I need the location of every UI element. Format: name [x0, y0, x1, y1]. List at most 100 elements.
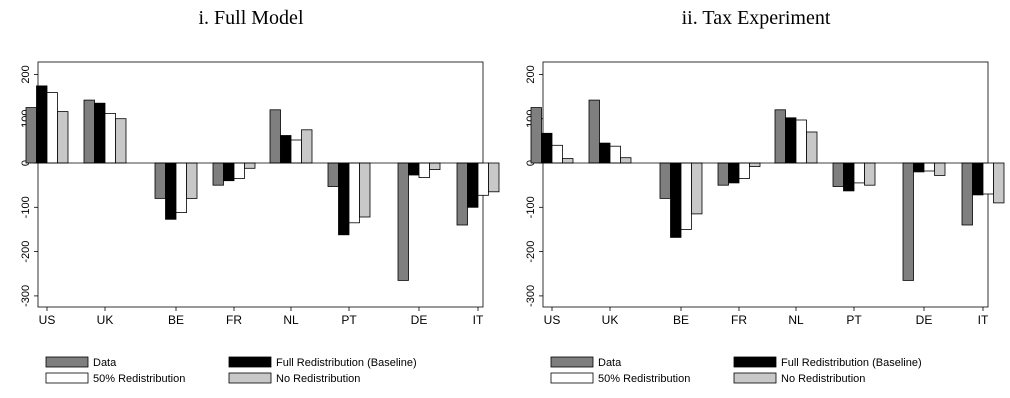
legend-label-half: 50% Redistribution — [598, 373, 690, 385]
bar-full-us — [36, 85, 48, 164]
legend-swatch-data — [45, 356, 89, 368]
x-tick-label-de: DE — [411, 313, 428, 327]
bar-data-de — [397, 162, 409, 281]
bar-half-be — [680, 162, 692, 230]
bar-half-us — [46, 92, 58, 164]
bar-data-it — [961, 162, 973, 226]
x-tick-label-us: US — [39, 313, 56, 327]
bar-none-it — [488, 162, 500, 193]
bar-full-pt — [843, 162, 855, 192]
x-tick-label-fr: FR — [731, 313, 747, 327]
y-tick-label: 200 — [20, 65, 32, 83]
y-tick-label: -200 — [525, 241, 537, 263]
bar-half-de — [418, 162, 430, 179]
bar-data-nl — [774, 109, 786, 164]
bar-full-nl — [280, 135, 292, 164]
bar-full-de — [913, 162, 925, 173]
x-tick-label-pt: PT — [341, 313, 357, 327]
x-tick-label-it: IT — [473, 313, 484, 327]
bar-full-nl — [785, 117, 797, 164]
bar-data-nl — [269, 109, 281, 164]
legend-swatch-data — [550, 356, 594, 368]
chart-tax-experiment: ii. Tax Experiment-300-200-1000100200USU… — [525, 7, 1005, 385]
bar-data-be — [659, 162, 671, 199]
bar-none-us — [57, 111, 69, 164]
bar-data-pt — [327, 162, 339, 187]
x-tick-label-nl: NL — [788, 313, 804, 327]
y-tick-label: -300 — [20, 285, 32, 307]
bar-half-it — [982, 162, 994, 195]
bar-data-fr — [717, 162, 729, 186]
bar-none-it — [993, 162, 1005, 204]
bar-half-nl — [795, 119, 807, 164]
bar-half-pt — [853, 162, 865, 184]
x-tick-label-be: BE — [168, 313, 184, 327]
bar-half-pt — [348, 162, 360, 224]
legend-swatch-half — [550, 372, 594, 384]
bar-data-de — [902, 162, 914, 281]
legend-label-none: No Redistribution — [781, 373, 865, 385]
y-tick-label: -100 — [20, 196, 32, 218]
legend-label-full: Full Redistribution (Baseline) — [276, 357, 417, 369]
bar-none-fr — [244, 162, 256, 169]
bar-full-be — [670, 162, 682, 238]
x-tick-label-it: IT — [978, 313, 989, 327]
x-tick-label-de: DE — [916, 313, 933, 327]
x-tick-label-pt: PT — [846, 313, 862, 327]
y-tick-label: -300 — [525, 285, 537, 307]
bar-full-us — [541, 132, 553, 164]
bar-full-be — [165, 162, 177, 220]
bar-full-pt — [338, 162, 350, 236]
legend-swatch-none — [228, 372, 272, 384]
bar-data-fr — [212, 162, 224, 186]
x-tick-label-uk: UK — [602, 313, 619, 327]
bar-half-de — [923, 162, 935, 172]
bar-none-be — [691, 162, 703, 215]
plot-frame — [542, 61, 989, 308]
bar-none-be — [186, 162, 198, 199]
bar-full-de — [408, 162, 420, 176]
bar-full-uk — [94, 102, 106, 164]
y-tick-label: 200 — [525, 65, 537, 83]
bar-data-us — [25, 107, 37, 164]
bar-half-uk — [104, 113, 116, 164]
legend-label-full: Full Redistribution (Baseline) — [781, 357, 922, 369]
y-tick-label: -100 — [525, 196, 537, 218]
legend-label-data: Data — [93, 357, 117, 369]
bar-none-uk — [115, 118, 127, 164]
legend-swatch-half — [45, 372, 89, 384]
chart-title: i. Full Model — [198, 7, 303, 29]
bar-none-nl — [301, 129, 313, 164]
bar-none-de — [429, 162, 441, 170]
bar-none-pt — [359, 162, 371, 218]
bar-full-it — [972, 162, 984, 196]
panel-tax-experiment: ii. Tax Experiment-300-200-1000100200USU… — [505, 0, 1010, 398]
bar-full-uk — [599, 142, 611, 164]
panel-full-model: i. Full Model-300-200-1000100200USUKBEFR… — [20, 7, 500, 385]
bar-data-it — [456, 162, 468, 226]
bar-half-be — [175, 162, 187, 213]
bar-full-fr — [728, 162, 740, 184]
chart-full-model: i. Full Model-300-200-1000100200USUKBEFR… — [20, 7, 500, 385]
bar-half-it — [477, 162, 489, 196]
bar-none-nl — [806, 131, 818, 164]
bar-half-us — [551, 144, 563, 164]
legend-swatch-full — [733, 356, 777, 368]
bar-half-fr — [738, 162, 750, 179]
bar-none-pt — [864, 162, 876, 186]
bar-half-fr — [233, 162, 245, 179]
bar-data-pt — [832, 162, 844, 187]
bar-none-uk — [620, 157, 632, 164]
bar-none-fr — [749, 162, 761, 167]
bar-full-fr — [223, 162, 235, 182]
bar-data-uk — [588, 99, 600, 164]
y-tick-label: -200 — [20, 241, 32, 263]
x-tick-label-us: US — [544, 313, 561, 327]
legend-label-none: No Redistribution — [276, 373, 360, 385]
x-tick-label-fr: FR — [226, 313, 242, 327]
x-tick-label-uk: UK — [97, 313, 114, 327]
bar-data-be — [154, 162, 166, 199]
bar-none-de — [934, 162, 946, 176]
bar-none-us — [562, 158, 574, 164]
bar-half-uk — [609, 145, 621, 164]
